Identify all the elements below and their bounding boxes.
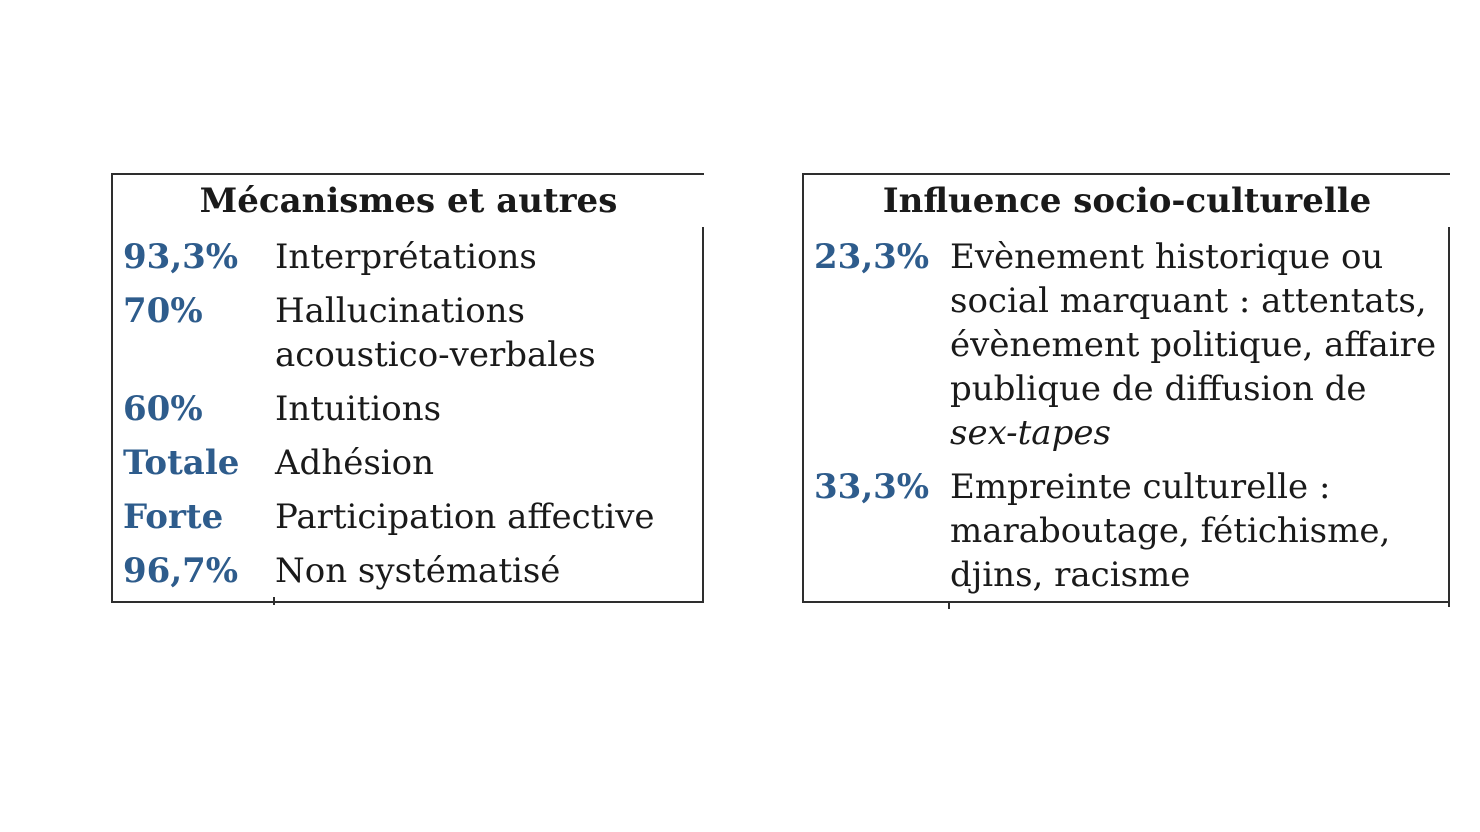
row-value: 33,3% xyxy=(814,467,930,507)
table-row: 96,7% Non systématisé xyxy=(113,549,702,593)
row-label: Empreinte culturelle : maraboutage, féti… xyxy=(950,467,1391,595)
table-mecanismes-body: 93,3% Interprétations 70% Hallucinations… xyxy=(113,227,704,605)
table-row: Forte Participation affective xyxy=(113,495,702,539)
table-influence-body: 23,3% Evènement historique ou social mar… xyxy=(804,227,1450,609)
table-row: Totale Adhésion xyxy=(113,441,702,485)
table-mecanismes-title: Mécanismes et autres xyxy=(199,181,618,221)
table-row: 33,3% Empreinte culturelle : maraboutage… xyxy=(804,465,1448,597)
row-value: 93,3% xyxy=(123,237,239,277)
table-row: 93,3% Interprétations xyxy=(113,235,702,279)
row-label: Hallucinations acoustico-verbales xyxy=(275,291,596,375)
table-row: 70% Hallucinations acoustico-verbales xyxy=(113,289,702,377)
table-influence-title: Influence socio-culturelle xyxy=(882,181,1372,221)
row-value: Forte xyxy=(123,497,224,537)
table-influence: Influence socio-culturelle 23,3% Evèneme… xyxy=(802,173,1450,609)
table-row: 23,3% Evènement historique ou social mar… xyxy=(804,235,1448,455)
row-label: Evènement historique ou social marquant … xyxy=(950,235,1448,455)
table-mecanismes: Mécanismes et autres 93,3% Interprétatio… xyxy=(111,173,704,605)
row-label: Non systématisé xyxy=(275,551,561,591)
row-label-text: Evènement historique ou social marquant … xyxy=(950,237,1437,409)
row-value: 23,3% xyxy=(814,237,930,277)
row-label-italic: sex-tapes xyxy=(950,413,1111,453)
row-value: 96,7% xyxy=(123,551,239,591)
row-label: Intuitions xyxy=(275,389,442,429)
table-row: 60% Intuitions xyxy=(113,387,702,431)
row-value: 70% xyxy=(123,291,203,331)
row-label: Adhésion xyxy=(275,443,435,483)
row-label: Interprétations xyxy=(275,237,537,277)
row-value: Totale xyxy=(123,443,240,483)
row-label: Participation affective xyxy=(275,497,655,537)
row-value: 60% xyxy=(123,389,203,429)
